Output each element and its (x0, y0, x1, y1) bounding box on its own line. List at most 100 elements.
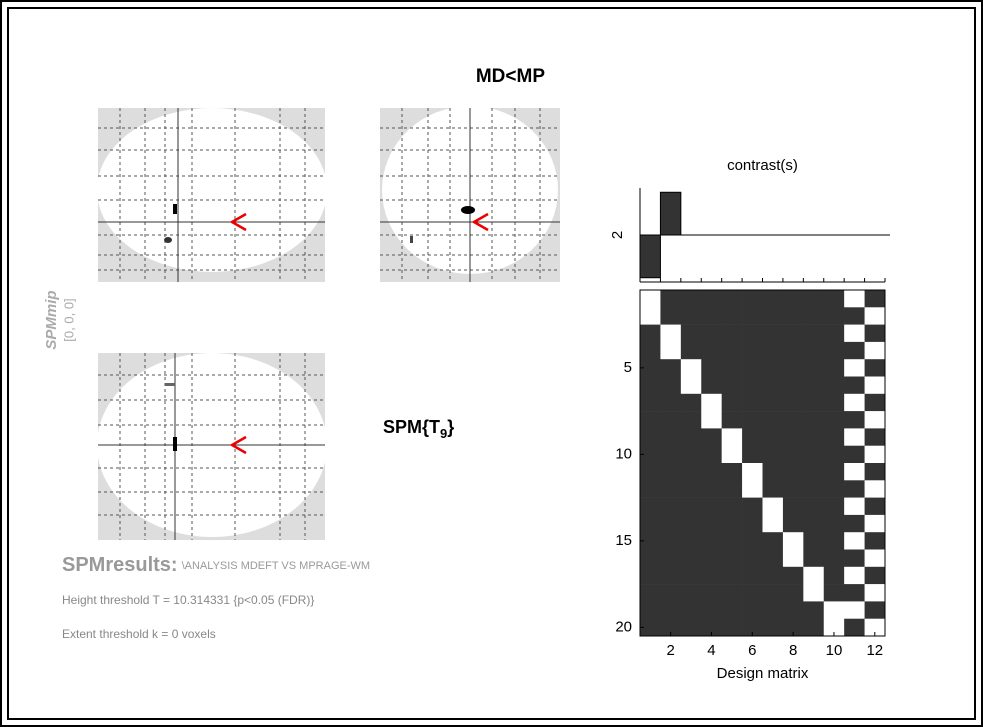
matrix-cell (721, 480, 743, 498)
matrix-cell (640, 480, 661, 498)
matrix-cell (680, 480, 702, 498)
matrix-cell (742, 393, 763, 412)
pointer-arrow (229, 435, 247, 455)
matrix-cell (680, 376, 702, 395)
matrix-cell (660, 480, 682, 498)
matrix-cell (762, 584, 784, 602)
matrix-cell (680, 324, 702, 343)
matrix-cell (864, 584, 886, 602)
matrix-cell (701, 532, 722, 550)
matrix-cell (803, 359, 825, 377)
matrix-cell (844, 290, 865, 308)
matrix-cell (680, 618, 702, 637)
matrix-cell (762, 393, 784, 412)
matrix-cell (864, 341, 886, 360)
matrix-cell (762, 411, 784, 429)
matrix-cell (844, 445, 865, 464)
matrix-cell (803, 307, 825, 325)
matrix-cell (823, 428, 845, 446)
matrix-cell (803, 566, 825, 585)
matrix-cell (640, 393, 661, 412)
extent-threshold: Extent threshold k = 0 voxels (62, 627, 216, 641)
matrix-cell (803, 532, 825, 550)
matrix-cell (823, 480, 845, 498)
matrix-cell (803, 341, 825, 360)
contrast-bar (639, 234, 661, 279)
matrix-cell (721, 376, 743, 395)
matrix-cell (782, 480, 804, 498)
matrix-cell (864, 307, 886, 325)
matrix-cell (823, 393, 845, 412)
matrix-cell (701, 566, 722, 585)
matrix-cell (742, 532, 763, 550)
matrix-cell (640, 584, 661, 602)
matrix-cell (762, 601, 784, 619)
matrix-cell (762, 566, 784, 585)
matrix-cell (640, 324, 661, 343)
matrix-cell (660, 290, 682, 308)
matrix-cell (680, 393, 702, 412)
matrix-cell (640, 601, 661, 619)
contrast-label: 2 (609, 231, 626, 239)
matrix-cell (864, 549, 886, 568)
matrix-cell (864, 324, 886, 343)
matrix-cell (640, 341, 661, 360)
matrix-cell (823, 584, 845, 602)
x-tick-label: 12 (866, 642, 883, 659)
matrix-cell (803, 376, 825, 395)
matrix-cell (721, 307, 743, 325)
matrix-cell (701, 584, 722, 602)
matrix-cell (680, 359, 702, 377)
results-heading: SPMresults: (62, 554, 178, 576)
matrix-cell (660, 463, 682, 481)
design-plots: contrast(s) 2 2 4 6 8 10 12 5 10 15 20 Design matrix (609, 157, 890, 682)
matrix-cell (844, 428, 865, 446)
matrix-cell (742, 584, 763, 602)
matrix-cell (823, 376, 845, 395)
y-tick-label: 5 (624, 359, 632, 376)
matrix-cell (640, 549, 661, 568)
matrix-cell (660, 341, 682, 360)
matrix-cell (680, 549, 702, 568)
matrix-cell (762, 428, 784, 446)
matrix-cell (844, 549, 865, 568)
matrix-cell (640, 618, 661, 637)
matrix-cell (701, 601, 722, 619)
matrix-cell (701, 341, 722, 360)
matrix-cell (844, 601, 865, 619)
matrix-cell (844, 584, 865, 602)
blob (173, 437, 177, 451)
inner-frame (7, 7, 976, 720)
matrix-cell (864, 497, 886, 516)
matrix-cell (680, 514, 702, 533)
matrix-cell (721, 584, 743, 602)
matrix-cell (782, 549, 804, 568)
matrix-cell (803, 514, 825, 533)
stat-subscript: 9 (440, 426, 447, 441)
matrix-cell (864, 480, 886, 498)
matrix-cell (844, 324, 865, 343)
matrix-cell (782, 445, 804, 464)
matrix-cell (864, 566, 886, 585)
matrix-cell (701, 376, 722, 395)
matrix-cell (762, 307, 784, 325)
matrix-cell (701, 463, 722, 481)
matrix-cell (660, 584, 682, 602)
matrix-cell (721, 601, 743, 619)
matrix-cell (782, 497, 804, 516)
matrix-cell (660, 359, 682, 377)
matrix-cell (660, 411, 682, 429)
matrix-cell (640, 359, 661, 377)
matrix-cell (721, 549, 743, 568)
matrix-cell (721, 497, 743, 516)
matrix-cell (823, 445, 845, 464)
matrix-cell (803, 480, 825, 498)
matrix-cell (803, 601, 825, 619)
mip-label: SPMmip (43, 290, 60, 349)
matrix-cell (844, 359, 865, 377)
matrix-cell (721, 341, 743, 360)
matrix-cell (640, 376, 661, 395)
matrix-cell (782, 324, 804, 343)
